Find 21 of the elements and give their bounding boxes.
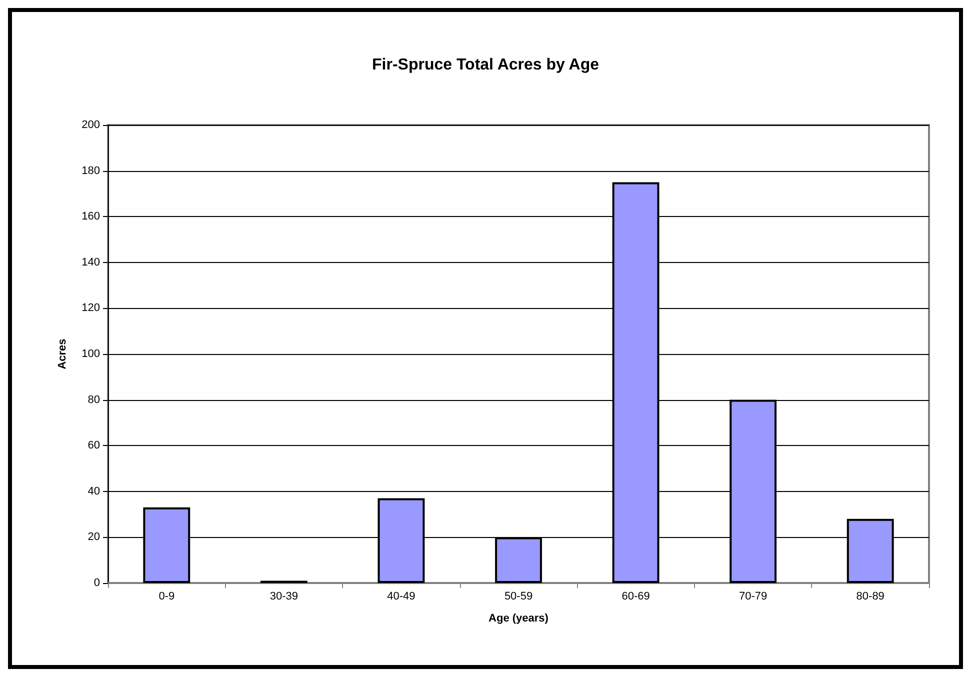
- y-tick-label: 0: [94, 577, 100, 589]
- y-tick-label: 100: [82, 348, 100, 360]
- y-tick-label: 180: [82, 164, 100, 177]
- x-tick-label: 60-69: [622, 590, 650, 602]
- x-tick-label: 50-59: [504, 590, 533, 602]
- y-tick-label: 60: [88, 440, 100, 452]
- y-tick-label: 120: [82, 302, 100, 314]
- y-tick-label: 80: [88, 394, 100, 406]
- chart-title: Fir-Spruce Total Acres by Age: [372, 56, 600, 74]
- x-tick-label: 80-89: [856, 590, 884, 602]
- y-tick-label: 40: [88, 485, 100, 498]
- x-tick-label: 0-9: [158, 590, 175, 602]
- x-tick-label: 70-79: [739, 590, 768, 602]
- y-tick-label: 140: [82, 256, 100, 268]
- y-tick-label: 20: [88, 531, 100, 544]
- x-tick-label: 40-49: [387, 590, 416, 602]
- y-tick-label: 160: [82, 210, 100, 223]
- y-axis-title: Acres: [56, 338, 68, 370]
- x-axis-title: Age (years): [488, 612, 549, 624]
- y-tick-label: 200: [82, 119, 100, 131]
- x-tick-label: 30-39: [270, 590, 298, 602]
